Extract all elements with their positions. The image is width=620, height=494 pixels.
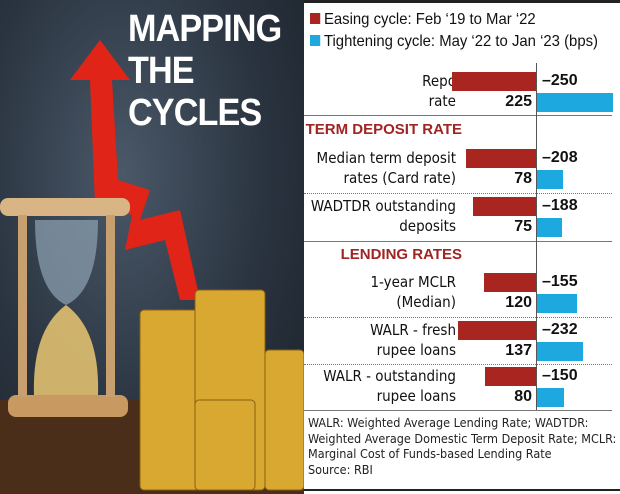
legend-swatch bbox=[310, 13, 321, 24]
easing-bar bbox=[485, 367, 536, 386]
source: Source: RBI bbox=[308, 461, 373, 477]
tightening-bar bbox=[537, 93, 613, 112]
title-line: THE bbox=[128, 50, 195, 92]
easing-bar bbox=[483, 273, 536, 292]
legend-label: Easing cycle: Feb ‘19 to Mar ‘22 bbox=[323, 11, 536, 28]
hourglass-coins-photo: MAPPING THE CYCLES bbox=[0, 0, 304, 494]
separator bbox=[304, 193, 612, 194]
row-label-line: WALR - outstanding bbox=[323, 367, 456, 385]
easing-bar bbox=[457, 321, 536, 340]
tightening-bar bbox=[537, 218, 563, 237]
legend-easing: Easing cycle: Feb ‘19 to Mar ‘22 bbox=[310, 11, 536, 29]
legend-swatch bbox=[310, 35, 321, 46]
tightening-value: 75 bbox=[514, 218, 532, 235]
red-arrow-icon bbox=[70, 40, 200, 300]
tightening-bar bbox=[537, 342, 584, 361]
easing-bar bbox=[451, 72, 536, 91]
easing-value: –150 bbox=[542, 367, 578, 384]
easing-bar bbox=[465, 149, 536, 168]
separator bbox=[304, 364, 612, 365]
row-label-line: Repo bbox=[422, 72, 456, 90]
tightening-value: 78 bbox=[514, 170, 532, 187]
tightening-value: 225 bbox=[505, 93, 532, 110]
row-label-line: rupee loans bbox=[376, 387, 456, 405]
row-label-line: rupee loans bbox=[376, 341, 456, 359]
chart-panel: Easing cycle: Feb ‘19 to Mar ‘22 Tighten… bbox=[304, 0, 620, 494]
easing-value: –232 bbox=[542, 321, 578, 338]
easing-value: –208 bbox=[542, 149, 578, 166]
separator bbox=[304, 317, 612, 318]
tightening-bar bbox=[537, 294, 578, 313]
row-label-line: deposits bbox=[399, 217, 456, 235]
page-title: MAPPING THE CYCLES bbox=[128, 8, 282, 134]
row-label-line: 1-year MCLR bbox=[370, 273, 456, 291]
easing-value: –155 bbox=[542, 273, 578, 290]
tightening-value: 80 bbox=[514, 388, 532, 405]
row-label-line: rates (Card rate) bbox=[343, 169, 457, 187]
footnote-line: Marginal Cost of Funds-based Lending Rat… bbox=[308, 446, 552, 461]
tightening-value: 120 bbox=[505, 294, 532, 311]
section-header: LENDING RATES bbox=[340, 246, 462, 263]
illustration bbox=[0, 40, 304, 494]
separator bbox=[304, 115, 612, 116]
legend-tightening: Tightening cycle: May ‘22 to Jan ‘23 (bp… bbox=[310, 33, 598, 51]
footnote-line: Weighted Average Domestic Term Deposit R… bbox=[308, 430, 617, 446]
legend-label: Tightening cycle: May ‘22 to Jan ‘23 (bp… bbox=[323, 33, 598, 50]
section-header: TERM DEPOSIT RATE bbox=[305, 121, 462, 138]
tightening-value: 137 bbox=[505, 342, 532, 359]
easing-bar bbox=[472, 197, 536, 216]
row-label-line: (Median) bbox=[396, 293, 456, 311]
bottom-rule bbox=[304, 489, 620, 491]
footnote: WALR: Weighted Average Lending Rate; WAD… bbox=[308, 415, 618, 477]
footnote-line: WALR: Weighted Average Lending Rate; WAD… bbox=[308, 415, 589, 430]
tightening-bar bbox=[537, 170, 564, 189]
row-label-line: WALR - fresh bbox=[370, 321, 456, 339]
title-line: CYCLES bbox=[128, 92, 262, 134]
tightening-bar bbox=[537, 388, 564, 407]
separator bbox=[304, 241, 612, 242]
zero-axis bbox=[536, 63, 537, 410]
title-line: MAPPING bbox=[128, 8, 282, 50]
separator bbox=[304, 410, 612, 411]
row-label-line: Median term deposit bbox=[316, 149, 456, 167]
row-label-line: WADTDR outstanding bbox=[310, 197, 456, 215]
easing-value: –250 bbox=[542, 72, 578, 89]
easing-value: –188 bbox=[542, 197, 578, 214]
row-label-line: rate bbox=[428, 92, 456, 110]
